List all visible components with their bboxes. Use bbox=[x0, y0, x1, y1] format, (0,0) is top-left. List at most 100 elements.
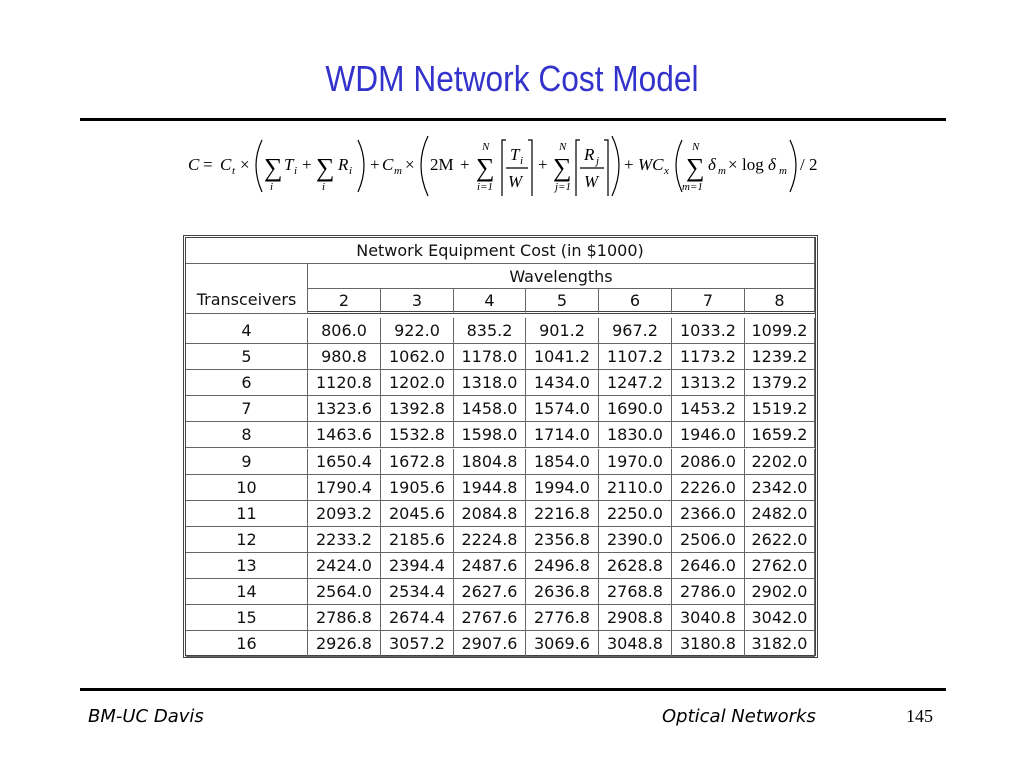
cost-cell: 2907.6 bbox=[454, 631, 526, 658]
cost-cell: 2226.0 bbox=[672, 474, 745, 501]
formula-term: = bbox=[203, 155, 213, 174]
paren bbox=[357, 139, 365, 193]
paren bbox=[255, 139, 263, 193]
cost-cell: 901.2 bbox=[526, 318, 599, 345]
cost-cell: 2908.8 bbox=[599, 605, 672, 632]
paren bbox=[789, 139, 797, 193]
row-label: 7 bbox=[186, 396, 308, 423]
paren bbox=[420, 135, 429, 197]
formula-term: i bbox=[322, 181, 325, 193]
row-label: 10 bbox=[186, 474, 308, 501]
cost-cell: 3069.6 bbox=[526, 631, 599, 658]
formula-term: W bbox=[508, 172, 524, 191]
paren bbox=[675, 139, 683, 193]
cost-cell: 2424.0 bbox=[308, 552, 381, 579]
formula-term: i bbox=[294, 165, 297, 177]
slide-title: WDM Network Cost Model bbox=[325, 58, 699, 99]
row-label: 6 bbox=[186, 370, 308, 397]
cost-cell: 1178.0 bbox=[454, 344, 526, 371]
cost-cell: 1519.2 bbox=[745, 396, 815, 423]
formula-term: log bbox=[742, 155, 764, 174]
group-header: Wavelengths bbox=[308, 264, 815, 289]
column-header: 4 bbox=[454, 289, 526, 314]
formula-term: C bbox=[382, 155, 394, 174]
paren bbox=[611, 135, 620, 197]
cost-cell: 1120.8 bbox=[308, 370, 381, 397]
formula-term: x bbox=[663, 165, 669, 177]
row-label: 16 bbox=[186, 631, 308, 658]
cost-cell: 2110.0 bbox=[599, 474, 672, 501]
cost-cell: 2902.0 bbox=[745, 579, 815, 606]
formula-term: m bbox=[779, 165, 787, 177]
formula-term: t bbox=[232, 165, 236, 177]
cost-cell: 2233.2 bbox=[308, 526, 381, 553]
cost-cell: 2786.8 bbox=[308, 605, 381, 632]
formula-term: m=1 bbox=[682, 181, 703, 193]
cost-cell: 2185.6 bbox=[381, 526, 454, 553]
ceil bbox=[604, 139, 609, 196]
cost-cell: 1392.8 bbox=[381, 396, 454, 423]
cost-cell: 3040.8 bbox=[672, 605, 745, 632]
ceil bbox=[528, 139, 533, 196]
cost-cell: 1690.0 bbox=[599, 396, 672, 423]
formula-term: + bbox=[302, 155, 312, 174]
formula-term: C bbox=[188, 155, 200, 174]
cost-cell: 1062.0 bbox=[381, 344, 454, 371]
formula-term: × bbox=[728, 155, 738, 174]
row-label: 8 bbox=[186, 422, 308, 449]
cost-cell: 1714.0 bbox=[526, 422, 599, 449]
cost-cell: 835.2 bbox=[454, 318, 526, 345]
cost-cell: 2628.8 bbox=[599, 552, 672, 579]
cost-cell: 2045.6 bbox=[381, 500, 454, 527]
cost-cell: 1790.4 bbox=[308, 474, 381, 501]
cost-cell: 2366.0 bbox=[672, 500, 745, 527]
formula-term: N bbox=[691, 141, 700, 153]
formula-term: δ bbox=[768, 155, 777, 174]
cost-cell: 2776.8 bbox=[526, 605, 599, 632]
ceil bbox=[575, 139, 580, 196]
cost-cell: 3057.2 bbox=[381, 631, 454, 658]
cost-cell: 1033.2 bbox=[672, 318, 745, 345]
cost-cell: 3042.0 bbox=[745, 605, 815, 632]
formula-term: × bbox=[240, 155, 250, 174]
row-label: 5 bbox=[186, 344, 308, 371]
formula-term: i bbox=[349, 165, 352, 177]
cost-cell: 1994.0 bbox=[526, 474, 599, 501]
row-label: 14 bbox=[186, 579, 308, 606]
cost-cell: 1173.2 bbox=[672, 344, 745, 371]
formula-term: i bbox=[520, 155, 523, 167]
formula-term: m bbox=[718, 165, 726, 177]
ceil bbox=[501, 139, 506, 196]
column-header: 5 bbox=[526, 289, 599, 314]
cost-cell: 2342.0 bbox=[745, 474, 815, 501]
cost-cell: 2496.8 bbox=[526, 552, 599, 579]
formula-term: m bbox=[394, 165, 402, 177]
cost-cell: 2250.0 bbox=[599, 500, 672, 527]
formula-term: + bbox=[624, 155, 634, 174]
formula-term: N bbox=[558, 141, 567, 153]
cost-cell: 2356.8 bbox=[526, 526, 599, 553]
cost-cell: 1247.2 bbox=[599, 370, 672, 397]
formula-term: T bbox=[510, 145, 521, 164]
cost-cell: 2786.0 bbox=[672, 579, 745, 606]
footer-left: BM-UC Davis bbox=[88, 706, 204, 727]
formula-term: N bbox=[481, 141, 490, 153]
footer-center: Optical Networks bbox=[662, 706, 816, 727]
formula-term: × bbox=[405, 155, 415, 174]
cost-cell: 1318.0 bbox=[454, 370, 526, 397]
formula-term: + bbox=[370, 155, 380, 174]
cost-cell: 1830.0 bbox=[599, 422, 672, 449]
column-header: 8 bbox=[745, 289, 815, 314]
cost-cell: 1434.0 bbox=[526, 370, 599, 397]
cost-cell: 1379.2 bbox=[745, 370, 815, 397]
formula-term: R bbox=[583, 145, 595, 164]
cost-cell: 1313.2 bbox=[672, 370, 745, 397]
row-label: 15 bbox=[186, 605, 308, 632]
bottom-rule bbox=[80, 688, 946, 691]
column-header: 6 bbox=[599, 289, 672, 314]
cost-cell: 2534.4 bbox=[381, 579, 454, 606]
formula-term: ∑ bbox=[316, 153, 335, 182]
cost-cell: 2086.0 bbox=[672, 448, 745, 475]
cost-cell: 2093.2 bbox=[308, 500, 381, 527]
